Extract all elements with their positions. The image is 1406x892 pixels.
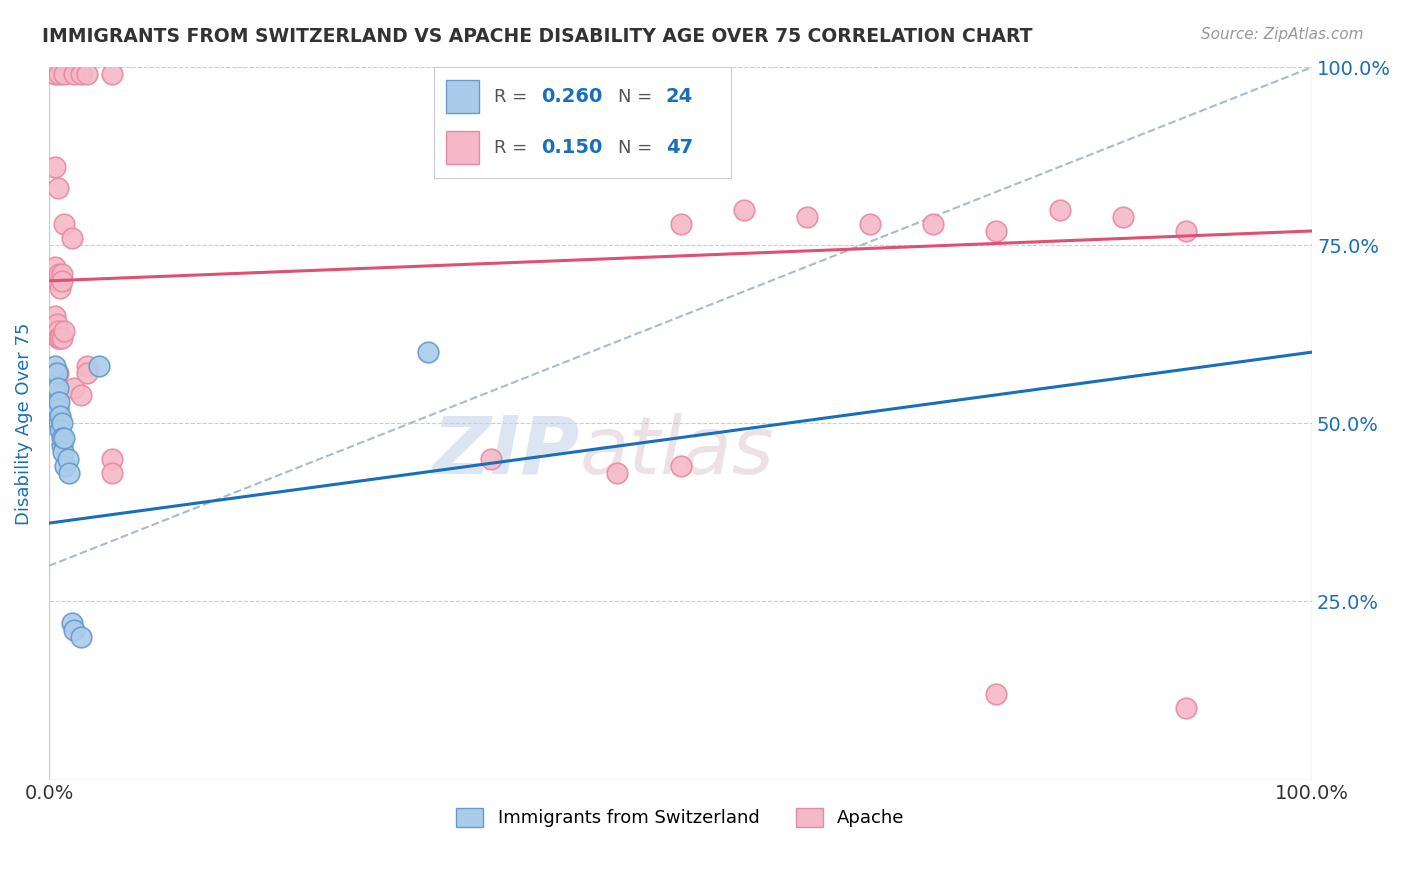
Text: Source: ZipAtlas.com: Source: ZipAtlas.com	[1201, 27, 1364, 42]
Point	[48, 417, 70, 431]
Point	[101, 467, 124, 481]
Point	[58, 467, 80, 481]
Point	[69, 67, 91, 81]
Point	[69, 630, 91, 644]
Point	[52, 445, 75, 459]
Point	[44, 67, 66, 81]
Point	[48, 331, 70, 345]
Point	[45, 367, 67, 381]
Point	[56, 452, 79, 467]
Point	[49, 424, 72, 438]
Point	[44, 381, 66, 395]
Point	[63, 381, 86, 395]
Point	[51, 274, 73, 288]
Point	[48, 395, 70, 409]
Point	[46, 181, 69, 195]
Point	[48, 267, 70, 281]
Point	[46, 367, 69, 381]
Point	[46, 402, 69, 417]
Point	[1049, 202, 1071, 217]
Point	[89, 359, 111, 374]
Text: ZIP: ZIP	[432, 413, 579, 491]
Point	[922, 217, 945, 231]
Point	[733, 202, 755, 217]
Point	[101, 452, 124, 467]
Point	[51, 331, 73, 345]
Legend: Immigrants from Switzerland, Apache: Immigrants from Switzerland, Apache	[449, 801, 912, 835]
Point	[45, 402, 67, 417]
Point	[49, 331, 72, 345]
Text: IMMIGRANTS FROM SWITZERLAND VS APACHE DISABILITY AGE OVER 75 CORRELATION CHART: IMMIGRANTS FROM SWITZERLAND VS APACHE DI…	[42, 27, 1032, 45]
Point	[46, 331, 69, 345]
Point	[63, 67, 86, 81]
Point	[53, 67, 76, 81]
Point	[1174, 224, 1197, 238]
Point	[46, 274, 69, 288]
Y-axis label: Disability Age Over 75: Disability Age Over 75	[15, 322, 32, 524]
Point	[986, 224, 1008, 238]
Text: atlas: atlas	[579, 413, 775, 491]
Point	[51, 438, 73, 452]
Point	[53, 431, 76, 445]
Point	[669, 217, 692, 231]
Point	[49, 281, 72, 295]
Point	[416, 345, 439, 359]
Point	[55, 459, 77, 474]
Point	[53, 324, 76, 338]
Point	[44, 260, 66, 274]
Point	[669, 459, 692, 474]
Point	[46, 381, 69, 395]
Point	[60, 231, 83, 245]
Point	[796, 210, 818, 224]
Point	[479, 452, 502, 467]
Point	[69, 388, 91, 402]
Point	[44, 160, 66, 174]
Point	[51, 417, 73, 431]
Point	[986, 687, 1008, 701]
Point	[48, 67, 70, 81]
Point	[101, 67, 124, 81]
Point	[51, 431, 73, 445]
Point	[859, 217, 882, 231]
Point	[76, 359, 98, 374]
Point	[44, 359, 66, 374]
Point	[606, 467, 628, 481]
Point	[49, 409, 72, 424]
Point	[1111, 210, 1133, 224]
Point	[76, 367, 98, 381]
Point	[46, 324, 69, 338]
Point	[44, 367, 66, 381]
Point	[45, 317, 67, 331]
Point	[45, 395, 67, 409]
Point	[53, 217, 76, 231]
Point	[51, 267, 73, 281]
Point	[60, 615, 83, 630]
Point	[76, 67, 98, 81]
Point	[63, 623, 86, 637]
Point	[44, 310, 66, 324]
Point	[1174, 701, 1197, 715]
